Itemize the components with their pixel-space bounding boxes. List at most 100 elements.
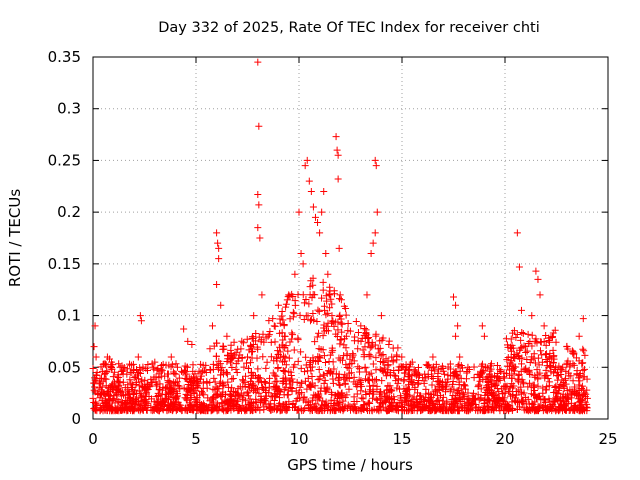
data-point [93,404,101,412]
data-point [282,375,290,383]
data-point [456,353,464,361]
data-point [214,400,222,408]
data-point [265,317,273,325]
data-point [170,378,178,386]
data-point [256,374,264,382]
data-point [102,400,110,408]
data-point [350,403,358,411]
data-point [454,322,462,330]
data-point [183,363,191,371]
data-point [511,367,519,375]
data-point [302,353,310,361]
data-point [243,335,251,343]
data-point [209,385,217,393]
data-point [502,383,510,391]
data-point [480,399,488,407]
data-point [492,395,500,403]
data-point [346,327,354,335]
data-point [320,302,328,310]
data-point [454,362,462,370]
data-point [124,381,132,389]
data-point [461,406,469,414]
data-point [215,365,223,373]
y-axis-label: ROTI / TECUs [6,189,24,287]
data-point [477,370,485,378]
data-point [415,370,423,378]
data-point [289,313,297,321]
data-point [376,365,384,373]
data-point [219,370,227,378]
data-point [552,382,560,390]
data-point [127,361,135,369]
data-point [453,402,461,410]
y-tick-label: 0.1 [57,307,81,325]
data-point [439,402,447,410]
data-point [343,374,351,382]
data-point [227,346,235,354]
data-point [267,392,275,400]
data-point [550,397,558,405]
data-point [307,315,315,323]
data-point [230,338,238,346]
data-point [514,398,522,406]
data-point [246,383,254,391]
data-point [315,329,323,337]
data-point [276,407,284,415]
data-point [114,371,122,379]
data-point [323,297,331,305]
data-point [271,338,279,346]
data-point [549,346,557,354]
data-point [550,355,558,363]
data-point [578,359,586,367]
data-point [189,361,197,369]
data-point [248,333,256,341]
data-point [232,392,240,400]
data-point [425,404,433,412]
data-point [415,379,423,387]
data-point [461,400,469,408]
data-point [486,367,494,375]
data-point [341,393,349,401]
data-point [394,407,402,415]
data-point [265,331,273,339]
data-point [378,367,386,375]
data-point [308,373,316,381]
data-point [91,383,99,391]
y-tick-label: 0.05 [48,358,81,376]
data-point [575,332,583,340]
data-point [566,406,574,414]
data-point [336,291,344,299]
data-point [289,378,297,386]
data-point [336,356,344,364]
data-point [545,338,553,346]
data-point [157,372,165,380]
data-point [254,58,262,66]
data-point [167,390,175,398]
data-point [255,201,263,209]
data-point [559,381,567,389]
data-point [120,364,128,372]
data-point [223,332,231,340]
data-point [282,300,290,308]
data-point [518,396,526,404]
data-point [506,371,514,379]
data-point [344,401,352,409]
y-tick-label: 0.35 [48,48,81,66]
data-point [199,384,207,392]
data-point [489,403,497,411]
data-point [328,300,336,308]
data-point [171,394,179,402]
data-point [300,394,308,402]
data-point [304,402,312,410]
data-point [405,373,413,381]
data-point [557,370,565,378]
data-point [377,399,385,407]
data-point [324,270,332,278]
data-point [91,376,99,384]
data-point [262,387,270,395]
data-point [364,335,372,343]
data-point [255,122,263,130]
data-point [470,389,478,397]
data-point [435,377,443,385]
data-point [416,397,424,405]
